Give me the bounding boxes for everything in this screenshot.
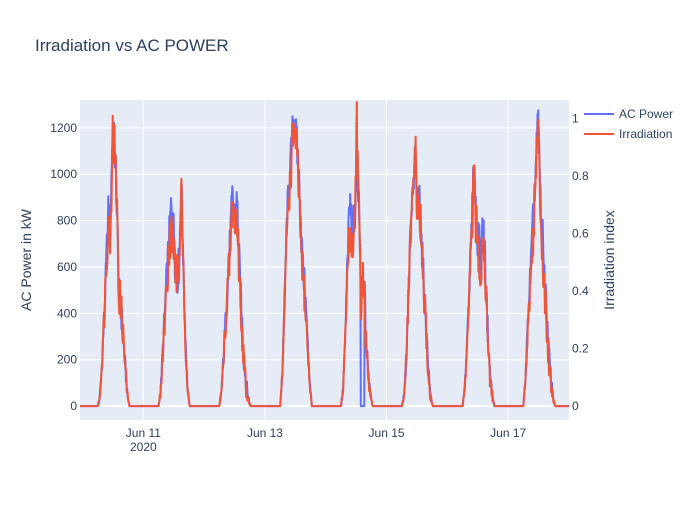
series-layer — [80, 101, 569, 408]
series-line-irradiation — [80, 101, 569, 408]
y2-tick-label: 0.2 — [572, 342, 589, 356]
y2-axis-title: Irradiation index — [601, 210, 617, 310]
y-tick-label: 1000 — [50, 167, 77, 181]
x-tick-label: Jun 17 — [490, 426, 526, 440]
y2-tick-label: 0.6 — [572, 227, 589, 241]
x-tick-label: Jun 11 — [126, 426, 161, 440]
x-tick-sublabel: 2020 — [130, 440, 157, 454]
y-tick-label: 400 — [57, 306, 77, 320]
x-tick-label: Jun 13 — [247, 426, 283, 440]
legend-item[interactable]: AC Power — [584, 107, 673, 121]
y-tick-label: 800 — [57, 214, 77, 228]
legend-label: AC Power — [619, 107, 673, 121]
y2-tick-label: 0.8 — [572, 169, 589, 183]
y2-tick-label: 0 — [572, 399, 579, 413]
y2-tick-label: 0.4 — [572, 284, 589, 298]
y-tick-label: 0 — [70, 399, 77, 413]
plot-area — [80, 100, 569, 420]
y-axis-title: AC Power in kW — [18, 208, 34, 311]
x-tick-label: Jun 15 — [369, 426, 405, 440]
y2-tick-label: 1 — [572, 112, 579, 126]
y-tick-label: 200 — [57, 353, 77, 367]
y-tick-label: 600 — [57, 260, 77, 274]
legend-item[interactable]: Irradiation — [584, 127, 672, 141]
legend-label: Irradiation — [619, 127, 672, 141]
legend[interactable]: AC Power Irradiation — [584, 107, 673, 141]
axis-layer: 0 200 400 600 800 1000 1200 0 0.2 0.4 0.6 0.8 1 Jun 1… — [50, 112, 589, 454]
y-tick-label: 1200 — [50, 121, 77, 135]
chart-title: Irradiation vs AC POWER — [35, 36, 229, 55]
